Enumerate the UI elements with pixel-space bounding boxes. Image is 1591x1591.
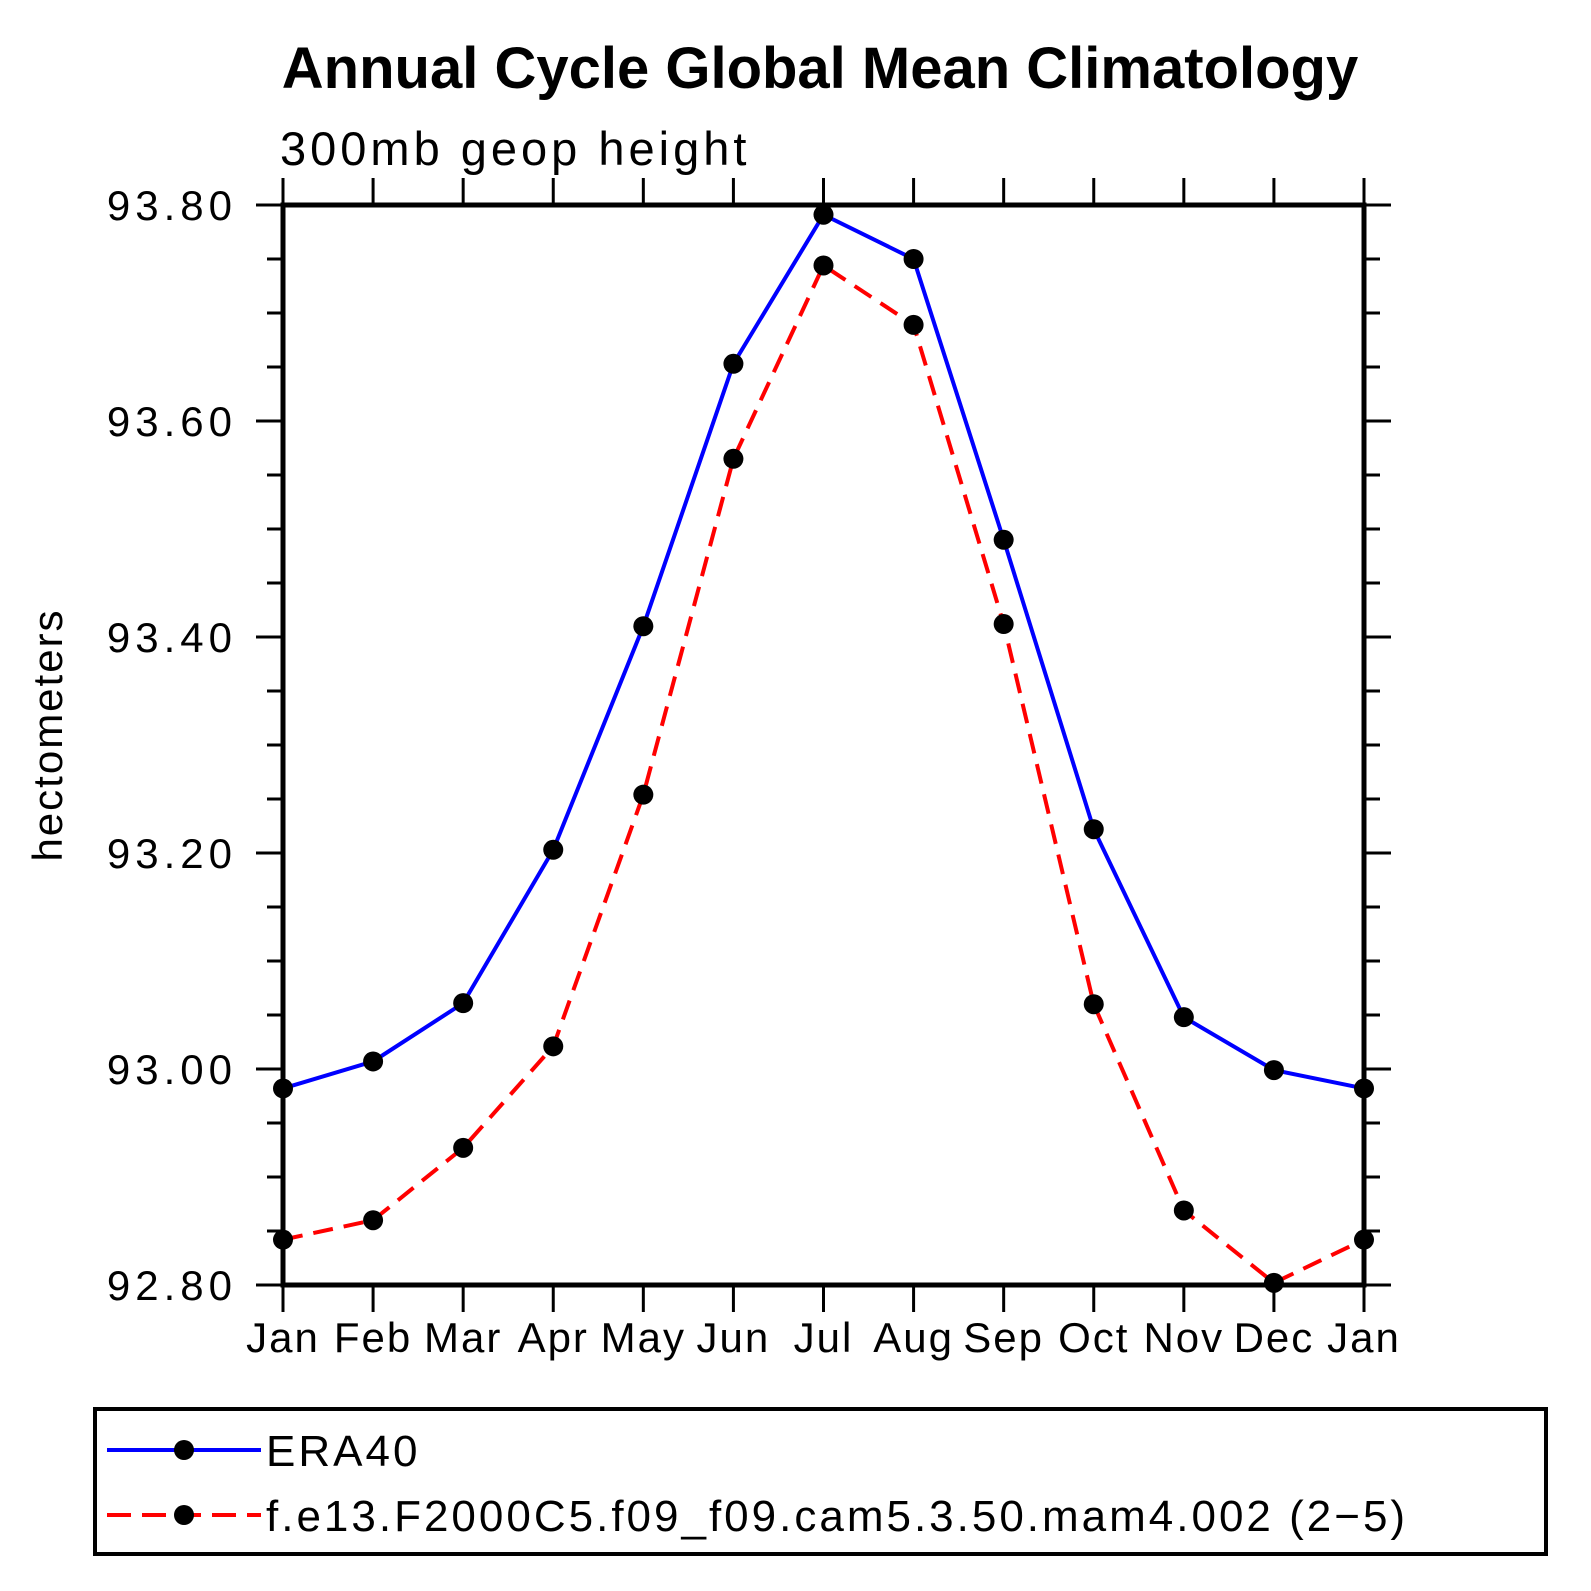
data-point	[1354, 1229, 1374, 1250]
data-point	[1083, 994, 1104, 1015]
chart-title: Annual Cycle Global Mean Climatology	[282, 36, 1358, 101]
x-tick-label: Jul	[794, 1314, 854, 1361]
data-point	[453, 993, 474, 1014]
data-point	[993, 529, 1014, 550]
data-point	[993, 614, 1014, 635]
plot-axes	[256, 178, 1391, 1312]
data-point	[1354, 1078, 1374, 1099]
y-tick-label: 93.20	[107, 830, 237, 877]
data-point	[363, 1210, 384, 1231]
data-point	[453, 1137, 474, 1158]
x-tick-label: Jun	[697, 1314, 771, 1361]
legend-label-model: f.e13.F2000C5.f09_f09.cam5.3.50.mam4.002…	[266, 1492, 1408, 1541]
x-tick-label: Jan	[246, 1314, 320, 1361]
data-point	[1083, 819, 1104, 840]
x-tick-label: Feb	[334, 1314, 412, 1361]
data-point	[363, 1051, 384, 1072]
x-tick-label: Aug	[873, 1314, 954, 1361]
legend-box	[93, 1407, 1548, 1556]
data-point	[1263, 1060, 1284, 1081]
legend-sample-marker-0	[174, 1440, 194, 1460]
series-line-0	[282, 212, 1365, 1091]
legend-samples	[107, 1440, 261, 1525]
x-tick-label: Jan	[1327, 1314, 1401, 1361]
data-point	[723, 353, 744, 374]
data-point	[633, 616, 654, 637]
data-point	[903, 314, 924, 335]
y-tick-label: 92.80	[107, 1262, 237, 1309]
y-axis-label: hectometers	[24, 608, 71, 861]
data-point	[723, 448, 744, 469]
data-point	[273, 1229, 293, 1250]
plot-frame	[280, 202, 1367, 1288]
data-series	[273, 204, 1374, 1293]
data-point	[1263, 1272, 1284, 1293]
data-point	[1173, 1200, 1194, 1221]
data-point	[1173, 1007, 1194, 1028]
y-tick-label: 93.80	[107, 182, 237, 229]
data-point	[273, 1078, 293, 1099]
data-point	[543, 1036, 564, 1057]
data-point	[813, 255, 834, 276]
x-tick-label: Oct	[1058, 1314, 1129, 1361]
y-tick-label: 93.60	[107, 398, 237, 445]
x-tick-label: Apr	[518, 1314, 589, 1361]
x-tick-labels: Jan Feb Mar Apr May Jun Jul Aug Sep Oct Nov Dec Jan	[246, 1314, 1401, 1361]
data-point	[633, 784, 654, 805]
data-point	[903, 249, 924, 269]
legend-label-era40: ERA40	[266, 1427, 420, 1476]
x-tick-label: May	[601, 1314, 686, 1361]
chart-subtitle: 300mb geop height	[280, 122, 750, 175]
series-line-1	[282, 262, 1365, 1286]
x-tick-label: Sep	[963, 1314, 1044, 1361]
x-tick-label: Mar	[424, 1314, 502, 1361]
x-tick-label: Nov	[1143, 1314, 1224, 1361]
x-tick-label: Dec	[1234, 1314, 1315, 1361]
legend-sample-marker-1	[174, 1505, 194, 1525]
legend: ERA40 f.e13.F2000C5.f09_f09.cam5.3.50.ma…	[93, 1407, 1548, 1556]
data-point	[543, 839, 564, 860]
y-tick-label: 93.00	[107, 1046, 237, 1093]
y-tick-label: 93.40	[107, 614, 237, 661]
data-point	[813, 204, 834, 225]
y-tick-labels: 92.80 93.00 93.20 93.40 93.60 93.80	[107, 182, 237, 1309]
